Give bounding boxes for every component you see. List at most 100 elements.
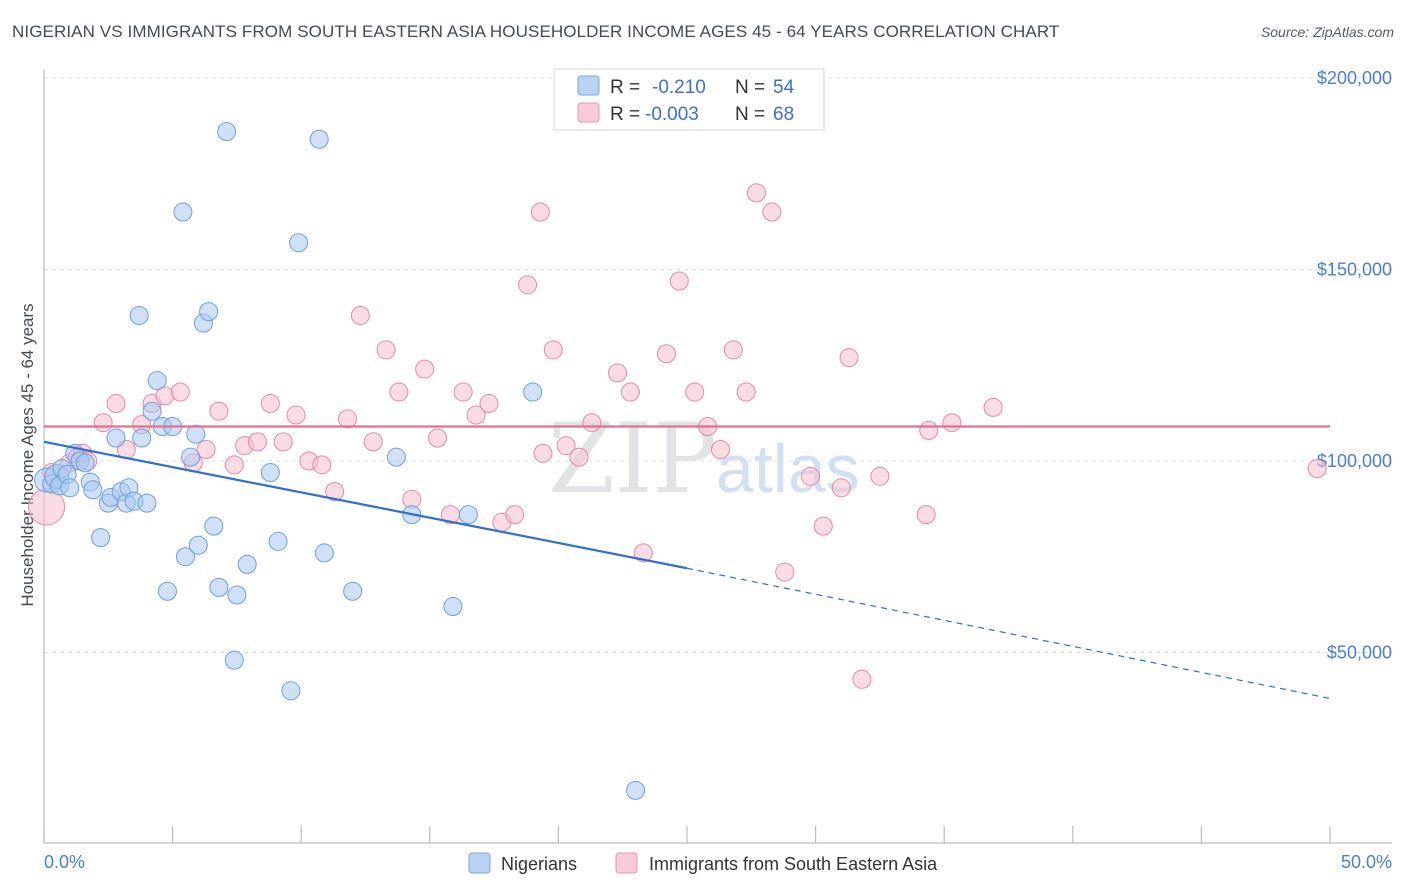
- sea-point: [1307, 459, 1327, 479]
- sea-point: [170, 382, 190, 402]
- nigerians-point: [260, 462, 280, 482]
- x-axis-ticks: [43, 826, 1331, 843]
- sea-point: [533, 443, 553, 463]
- sea-point: [582, 413, 602, 433]
- nigerians-trend-extension: [686, 567, 1331, 700]
- legend-r-label-2: R =: [610, 104, 640, 125]
- nigerians-point: [157, 581, 177, 601]
- sea-point: [389, 382, 409, 402]
- sea-point: [337, 409, 357, 429]
- x-tick-label-max: 50.0%: [1341, 852, 1392, 872]
- stats-legend: R = -0.210 N = 54 R = -0.003 N = 68: [553, 68, 825, 131]
- sea-point: [325, 482, 345, 502]
- nigerians-point: [343, 581, 363, 601]
- legend-r-label-1: R =: [610, 77, 640, 98]
- sea-point: [831, 478, 851, 498]
- sea-point: [273, 432, 293, 452]
- nigerians-point: [237, 554, 257, 574]
- legend-swatch-sea: [577, 102, 600, 123]
- nigerians-point: [175, 547, 195, 567]
- sea-point: [656, 344, 676, 364]
- y-tick-label-200000: $200,000: [1317, 68, 1392, 88]
- nigerians-point: [217, 122, 237, 142]
- sea-point: [224, 455, 244, 475]
- source-credit: Source: ZipAtlas.com: [1260, 24, 1394, 40]
- nigerians-trend-line: [43, 440, 688, 570]
- nigerians-point: [147, 371, 167, 391]
- sea-point: [556, 436, 576, 456]
- bottom-legend-swatch-nigerians: [468, 852, 491, 874]
- y-axis-label: Householder Income Ages 45 - 64 years: [18, 303, 37, 606]
- nigerians-point: [626, 780, 646, 800]
- nigerians-point: [137, 493, 157, 513]
- sea-point: [196, 440, 216, 460]
- nigerians-point: [289, 233, 309, 253]
- nigerians-point: [60, 478, 80, 498]
- sea-point: [247, 432, 267, 452]
- sea-point: [363, 432, 383, 452]
- nigerians-point: [268, 531, 288, 551]
- sea-point: [839, 348, 859, 368]
- sea-point: [916, 505, 936, 525]
- nigerians-point: [458, 505, 478, 525]
- nigerians-point: [129, 305, 149, 325]
- sea-point: [466, 405, 486, 425]
- sea-point: [106, 394, 126, 414]
- legend-n-value-2: 68: [773, 104, 794, 125]
- sea-point: [453, 382, 473, 402]
- nigerians-point: [523, 382, 543, 402]
- nigerians-point: [75, 453, 95, 473]
- bottom-legend-swatch-sea: [615, 852, 638, 874]
- y-tick-labels: $50,000 $100,000 $150,000 $200,000: [1317, 68, 1392, 663]
- legend-swatch-nigerians: [577, 75, 600, 96]
- nigerians-point: [227, 585, 247, 605]
- nigerians-point: [106, 428, 126, 448]
- sea-point: [983, 397, 1003, 417]
- trend-lines: [43, 425, 1331, 700]
- sea-point: [852, 669, 872, 689]
- sea-point: [415, 359, 435, 379]
- nigerians-point: [173, 202, 193, 222]
- nigerians-point: [386, 447, 406, 467]
- sea-point: [762, 202, 782, 222]
- sea-point: [530, 202, 550, 222]
- nigerians-point: [188, 535, 208, 555]
- bottom-legend-label-nigerians: Nigerians: [501, 854, 577, 874]
- sea-point: [736, 382, 756, 402]
- nigerians-point: [181, 447, 201, 467]
- nigerians-point: [132, 428, 152, 448]
- legend-n-value-1: 54: [773, 77, 795, 98]
- bottom-legend: Nigerians Immigrants from South Eastern …: [468, 852, 938, 874]
- sea-point: [428, 428, 448, 448]
- nigerians-point: [209, 577, 229, 597]
- y-tick-label-100000: $100,000: [1317, 451, 1392, 471]
- nigerians-point: [91, 528, 111, 548]
- legend-r-value-2: -0.003: [645, 104, 699, 125]
- sea-point: [209, 401, 229, 421]
- sea-point: [669, 271, 689, 291]
- sea-point: [286, 405, 306, 425]
- sea-point: [312, 455, 332, 475]
- nigerians-point: [309, 129, 329, 149]
- chart-title: NIGERIAN VS IMMIGRANTS FROM SOUTH EASTER…: [12, 22, 1060, 41]
- nigerians-point: [199, 302, 219, 322]
- nigerians-point: [186, 424, 206, 444]
- nigerians-point: [142, 401, 162, 421]
- legend-n-label-1: N =: [735, 77, 765, 98]
- sea-point: [870, 466, 890, 486]
- sea-point: [505, 505, 525, 525]
- x-tick-label-min: 0.0%: [44, 852, 85, 872]
- sea-point: [800, 466, 820, 486]
- sea-point: [608, 363, 628, 383]
- sea-point: [710, 440, 730, 460]
- nigerians-point: [443, 597, 463, 617]
- nigerians-point: [314, 543, 334, 563]
- y-tick-label-50000: $50,000: [1327, 643, 1392, 663]
- sea-point: [569, 447, 589, 467]
- nigerians-point: [83, 480, 103, 500]
- sea-point: [350, 305, 370, 325]
- nigerians-point: [204, 516, 224, 536]
- sea-point: [620, 382, 640, 402]
- sea-point: [518, 275, 538, 295]
